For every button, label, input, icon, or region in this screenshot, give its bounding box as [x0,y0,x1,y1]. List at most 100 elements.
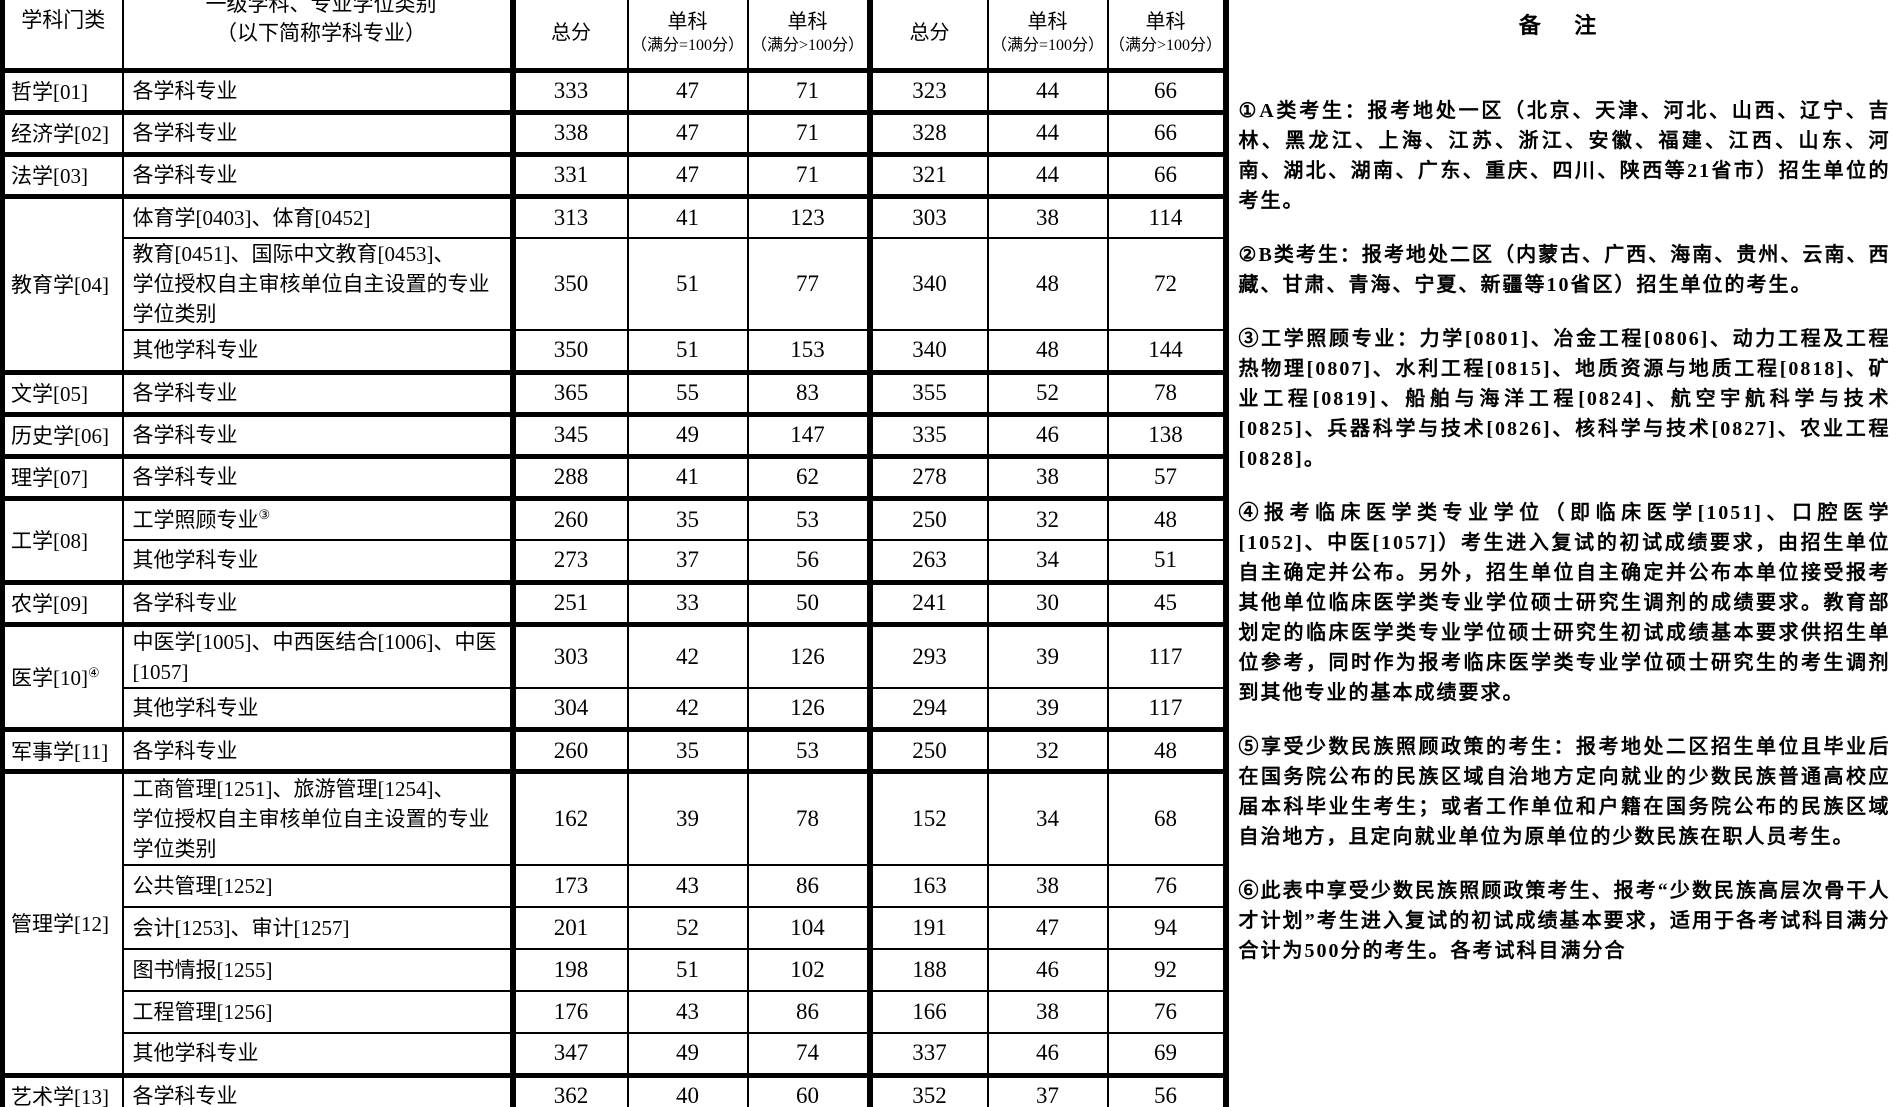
major-cell: 教育[0451]、国际中文教育[0453]、 学位授权自主审核单位自主设置的专业… [121,237,514,331]
score-b-sg100: 114 [1106,193,1227,239]
remark-paragraph: ①A类考生：报考地处一区（北京、天津、河北、山西、辽宁、吉林、黑龙江、上海、江苏… [1238,100,1891,212]
score-a-total: 273 [509,539,629,583]
major-cell: 各学科专业 [121,109,514,155]
score-b-sg100: 51 [1106,539,1227,583]
score-b-total: 337 [866,1032,989,1076]
score-b-s100: 32 [986,495,1109,541]
score-a-s100: 47 [626,109,749,155]
score-a-total: 350 [509,237,629,331]
remarks-cell: 备 注 ①A类考生：报考地处一区（北京、天津、河北、山西、辽宁、吉林、黑龙江、上… [1222,0,1896,1107]
major-cell: 其他学科专业 [121,539,514,583]
score-a-total: 176 [509,990,629,1034]
score-b-total: 293 [866,621,989,689]
score-b-total: 355 [866,369,989,415]
score-b-s100: 38 [986,990,1109,1034]
category-cell: 法学[03] [0,151,124,197]
score-a-s100: 43 [626,864,749,908]
table-row-management-mba: 管理学[12] 工商管理[1251]、旅游管理[1254]、 学位授权自主审核单… [0,769,1896,1076]
score-a-s100: 49 [626,411,749,457]
score-a-sg100: 104 [746,906,871,950]
score-b-total: 250 [866,727,989,773]
score-a-sg100: 50 [746,579,871,625]
score-b-s100: 52 [986,369,1109,415]
score-b-sg100: 48 [1106,495,1227,541]
category-cell: 军事学[11] [0,727,124,773]
score-b-sg100: 76 [1106,990,1227,1034]
score-a-total: 260 [509,727,629,773]
score-b-sg100: 94 [1106,906,1227,950]
table-row-law: 法学[03] 各学科专业 331 47 71 321 44 66 [0,151,1896,197]
major-cell: 其他学科专业 [121,686,514,731]
score-a-s100: 35 [626,727,749,773]
category-cell: 理学[07] [0,453,124,499]
score-b-sg100: 57 [1106,453,1227,499]
score-a-sg100: 86 [746,864,871,908]
score-b-total: 166 [866,990,989,1034]
table-row-literature: 文学[05] 各学科专业 365 55 83 355 52 78 [0,369,1896,415]
score-a-total: 198 [509,948,629,992]
score-b-total: 191 [866,906,989,950]
score-a-s100: 47 [626,67,749,113]
major-cell: 各学科专业 [121,727,514,773]
score-a-s100: 43 [626,990,749,1034]
score-a-s100: 49 [626,1032,749,1076]
score-b-sg100: 117 [1106,621,1227,689]
score-a-s100: 47 [626,151,749,197]
score-b-sg100: 78 [1106,369,1227,415]
remark-paragraph: ④报考临床医学类专业学位（即临床医学[1051]、口腔医学[1052]、中医[1… [1238,502,1891,704]
score-a-total: 173 [509,864,629,908]
score-b-total: 303 [866,193,989,239]
major-cell: 中医学[1005]、中西医结合[1006]、中医[1057] [121,621,514,689]
table-row-management-mem: 工程管理[1256] 176 43 86 166 38 76 [3,990,1896,1034]
score-a-total: 304 [509,686,629,731]
score-b-total: 241 [866,579,989,625]
score-b-sg100: 66 [1106,151,1227,197]
score-a-s100: 39 [626,769,749,866]
score-a-s100: 41 [626,453,749,499]
score-b-s100: 34 [986,539,1109,583]
score-a-s100: 37 [626,539,749,583]
score-b-sg100: 144 [1106,329,1227,373]
score-b-total: 163 [866,864,989,908]
major-cell: 会计[1253]、审计[1257] [121,906,514,950]
score-b-sg100: 68 [1106,769,1227,866]
category-cell: 历史学[06] [0,411,124,457]
score-a-sg100: 147 [746,411,871,457]
score-a-s100: 51 [626,948,749,992]
category-cell: 文学[05] [0,369,124,415]
major-cell: 其他学科专业 [121,1032,514,1076]
score-a-total: 288 [509,453,629,499]
category-cell: 工学[08] [0,495,124,583]
score-b-s100: 44 [986,151,1109,197]
score-b-sg100: 92 [1106,948,1227,992]
remark-paragraph: ②B类考生：报考地处二区（内蒙古、广西、海南、贵州、云南、西藏、甘肃、青海、宁夏… [1238,244,1891,296]
score-b-sg100: 56 [1106,1072,1227,1107]
score-a-sg100: 53 [746,495,871,541]
header-b-total: 总分 [866,0,989,73]
header-major: 一级学科、专业学位类别 （以下简称学科专业） [121,0,514,73]
table-row-management-library: 图书情报[1255] 198 51 102 188 46 92 [3,948,1896,992]
table-row-management-other: 其他学科专业 347 49 74 337 46 69 [3,1032,1896,1076]
major-cell: 公共管理[1252] [121,864,514,908]
score-b-sg100: 45 [1106,579,1227,625]
major-cell: 各学科专业 [121,67,514,113]
major-cell: 体育学[0403]、体育[0452] [121,193,514,239]
category-cell: 教育学[04] [0,193,124,373]
remarks-title: 备 注 [1518,13,1611,38]
table-row-economics: 经济学[02] 各学科专业 338 47 71 328 44 66 [0,109,1896,155]
major-cell: 其他学科专业 [121,329,514,373]
score-b-total: 294 [866,686,989,731]
table-row-engineering-care: 工学[08] 工学照顾专业③ 260 35 53 250 32 48 [0,495,1896,583]
major-cell: 工商管理[1251]、旅游管理[1254]、 学位授权自主审核单位自主设置的专业… [121,769,514,866]
major-cell: 各学科专业 [121,151,514,197]
score-b-s100: 47 [986,906,1109,950]
score-a-s100: 40 [626,1072,749,1107]
table-row-management-mpa: 公共管理[1252] 173 43 86 163 38 76 [3,864,1896,908]
score-a-sg100: 53 [746,727,871,773]
major-cell: 各学科专业 [121,369,514,415]
major-cell: 工程管理[1256] [121,990,514,1034]
score-a-s100: 51 [626,237,749,331]
table-row-science: 理学[07] 各学科专业 288 41 62 278 38 57 [0,453,1896,499]
score-b-sg100: 117 [1106,686,1227,731]
